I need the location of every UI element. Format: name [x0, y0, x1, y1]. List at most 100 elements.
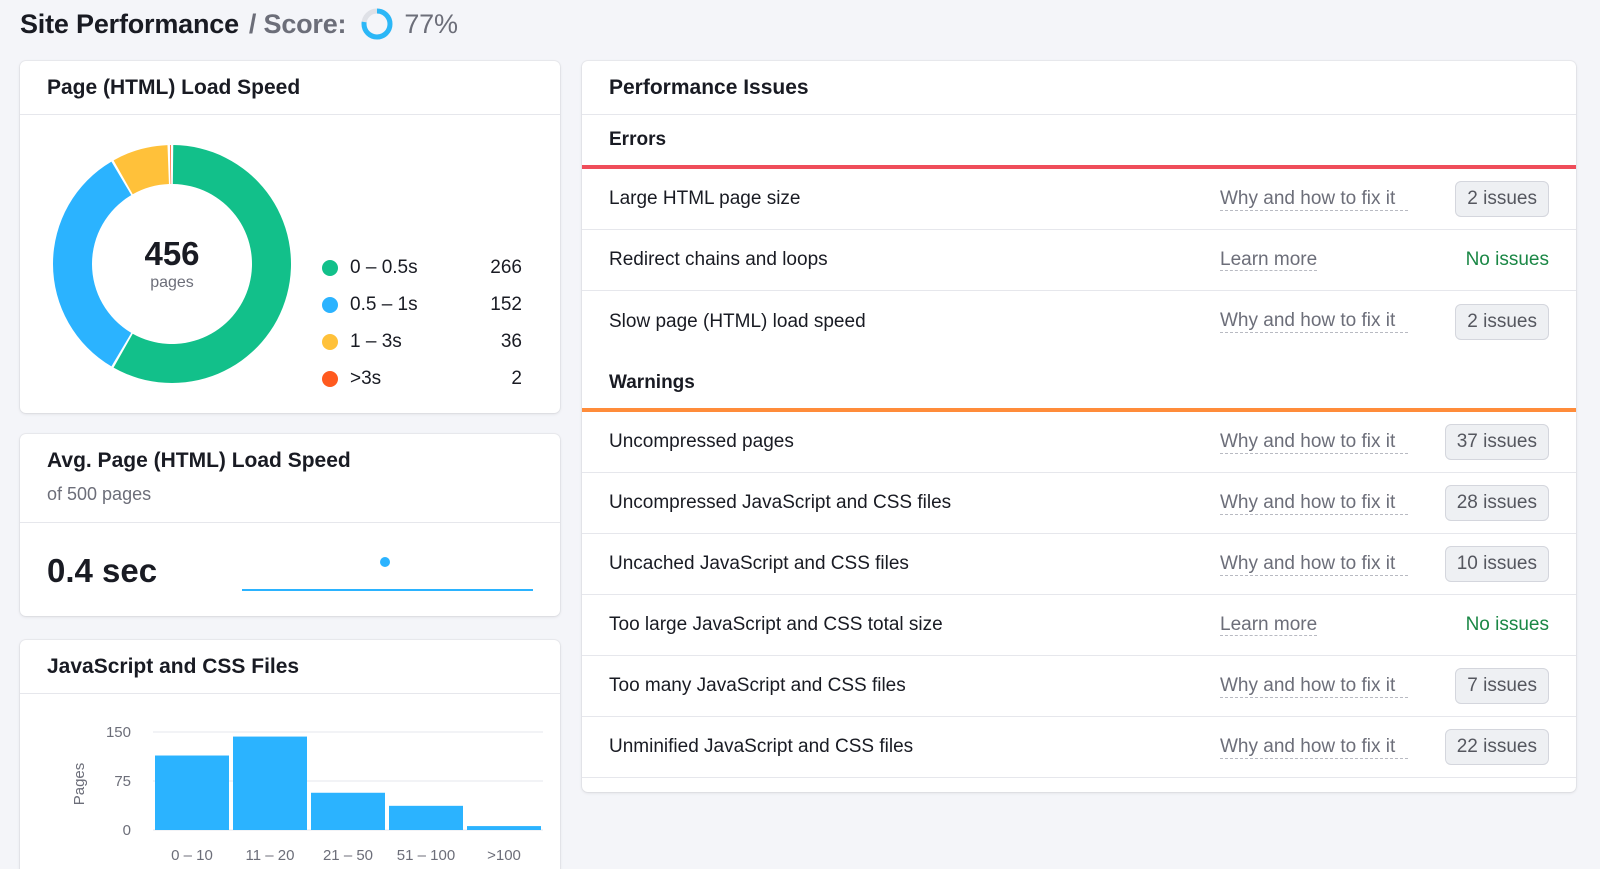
issue-name: Uncompressed pages — [609, 431, 794, 452]
status-slot: 37 issues — [1444, 424, 1549, 460]
page-title: Site Performance — [20, 8, 239, 39]
learn-more-text[interactable]: Learn more — [1220, 614, 1318, 636]
load-speed-donut — [52, 145, 291, 383]
bar[interactable] — [389, 805, 463, 830]
status-slot: No issues — [1451, 614, 1549, 636]
x-tick-label: 0 – 10 — [171, 847, 213, 864]
bar[interactable] — [233, 736, 307, 830]
donut-center: 456 pages — [47, 139, 297, 389]
load-speed-title: Page (HTML) Load Speed — [20, 61, 560, 115]
y-tick-label: 150 — [106, 724, 131, 741]
issue-name: Uncached JavaScript and CSS files — [609, 553, 909, 574]
errors-heading: Errors — [609, 129, 667, 150]
why-fix-link[interactable]: Why and how to fix it — [1220, 736, 1408, 759]
issues-count-button[interactable]: 28 issues — [1444, 485, 1549, 521]
errors-bar — [582, 165, 1576, 169]
x-tick-label: 21 – 50 — [323, 847, 373, 864]
page-header: Site Performance / Score: 77% — [20, 6, 458, 42]
js-css-files-card: JavaScript and CSS Files 150 75 0 Pages 0 – … — [20, 640, 560, 869]
legend-label: 1 – 3s — [350, 330, 402, 352]
legend-item[interactable]: >3s 2 — [322, 360, 522, 397]
donut-slice[interactable] — [52, 161, 132, 367]
legend-value: 2 — [511, 367, 522, 389]
x-tick-label: >100 — [487, 847, 521, 864]
avg-load-speed-subtitle: of 500 pages — [47, 484, 152, 504]
why-fix-link[interactable]: Why and how to fix it — [1220, 675, 1408, 698]
donut-slice[interactable] — [169, 145, 172, 185]
issues-count-button[interactable]: 22 issues — [1444, 729, 1549, 765]
errors-list: Large HTML page size Why and how to fix … — [582, 169, 1576, 352]
issue-name: Too many JavaScript and CSS files — [609, 675, 906, 696]
performance-issues-card: Performance Issues Errors Large HTML pag… — [582, 61, 1576, 792]
issues-count-button[interactable]: 7 issues — [1455, 668, 1549, 704]
legend-value: 36 — [500, 330, 522, 352]
learn-more-text[interactable]: Learn more — [1220, 249, 1318, 271]
issue-row: Uncached JavaScript and CSS files Why an… — [582, 534, 1576, 595]
why-fix-link[interactable]: Why and how to fix it — [1220, 492, 1408, 515]
legend-item[interactable]: 1 – 3s 36 — [322, 323, 522, 360]
issues-count-button[interactable]: 2 issues — [1455, 181, 1549, 217]
bar[interactable] — [467, 826, 541, 830]
donut-slice[interactable] — [113, 145, 169, 195]
legend-item[interactable]: 0 – 0.5s 266 — [322, 249, 522, 286]
legend-dot-icon — [322, 370, 338, 387]
status-slot: 2 issues — [1451, 181, 1549, 217]
performance-issues-title: Performance Issues — [582, 61, 1576, 115]
learn-more-link[interactable]: Learn more — [1220, 614, 1408, 636]
learn-more-link[interactable]: Learn more — [1220, 249, 1408, 271]
total-pages-label: pages — [150, 273, 194, 291]
warnings-heading: Warnings — [609, 372, 695, 393]
why-fix-link[interactable]: Why and how to fix it — [1220, 188, 1408, 211]
js-css-files-title: JavaScript and CSS Files — [20, 640, 560, 694]
sparkline-point — [380, 557, 390, 567]
issues-count-button[interactable]: 2 issues — [1455, 303, 1549, 340]
avg-load-speed-title: Avg. Page (HTML) Load Speed — [47, 449, 351, 472]
status-slot: No issues — [1451, 249, 1549, 271]
status-slot: 2 issues — [1451, 303, 1549, 340]
status-slot: 10 issues — [1444, 546, 1549, 582]
issue-row: Too large JavaScript and CSS total size … — [582, 595, 1576, 656]
issue-row: Slow page (HTML) load speed Why and how … — [582, 291, 1576, 352]
legend-dot-icon — [322, 333, 338, 350]
legend-item[interactable]: 0.5 – 1s 152 — [322, 286, 522, 323]
issue-row: Too many JavaScript and CSS files Why an… — [582, 656, 1576, 717]
x-tick-label: 51 – 100 — [397, 847, 455, 864]
y-tick-label: 75 — [114, 773, 131, 790]
donut-slice[interactable] — [113, 145, 291, 383]
legend-label: >3s — [350, 367, 382, 389]
no-issues-label: No issues — [1465, 614, 1549, 635]
score-ring-icon — [361, 8, 393, 40]
total-pages: 456 — [144, 234, 200, 272]
score-label: / Score: — [248, 8, 347, 39]
load-speed-legend: 0 – 0.5s 266 0.5 – 1s 152 1 – 3s 36 >3s … — [322, 249, 522, 397]
bar[interactable] — [155, 755, 229, 830]
issue-name: Uncompressed JavaScript and CSS files — [609, 492, 952, 513]
avg-load-speed-card: Avg. Page (HTML) Load Speed of 500 pages… — [20, 434, 560, 616]
bar[interactable] — [311, 792, 385, 830]
score-value: 77% — [404, 8, 458, 39]
issue-name: Slow page (HTML) load speed — [609, 310, 866, 332]
load-speed-card: Page (HTML) Load Speed 456 pages 0 – 0.5… — [20, 61, 560, 413]
issue-name: Unminified JavaScript and CSS files — [609, 736, 914, 757]
warnings-bar — [582, 408, 1576, 412]
legend-dot-icon — [322, 296, 338, 313]
why-fix-link[interactable]: Why and how to fix it — [1220, 553, 1408, 576]
avg-load-speed-value: 0.4 sec — [47, 552, 158, 589]
issue-name: Redirect chains and loops — [609, 249, 828, 270]
x-tick-label: 11 – 20 — [246, 847, 295, 864]
issues-count-button[interactable]: 10 issues — [1444, 546, 1549, 582]
why-fix-link[interactable]: Why and how to fix it — [1220, 310, 1408, 333]
y-tick-label: 0 — [123, 822, 131, 839]
legend-value: 266 — [490, 256, 522, 278]
issues-count-button[interactable]: 37 issues — [1444, 424, 1549, 460]
legend-label: 0.5 – 1s — [350, 293, 418, 315]
y-axis-label: Pages — [71, 763, 88, 806]
why-fix-link[interactable]: Why and how to fix it — [1220, 431, 1408, 454]
legend-label: 0 – 0.5s — [350, 256, 418, 278]
warnings-list: Uncompressed pages Why and how to fix it… — [582, 412, 1576, 778]
issue-row: Unminified JavaScript and CSS files Why … — [582, 717, 1576, 778]
issue-name: Large HTML page size — [609, 188, 801, 209]
issue-row: Uncompressed pages Why and how to fix it… — [582, 412, 1576, 473]
legend-value: 152 — [490, 293, 522, 315]
status-slot: 22 issues — [1444, 729, 1549, 765]
